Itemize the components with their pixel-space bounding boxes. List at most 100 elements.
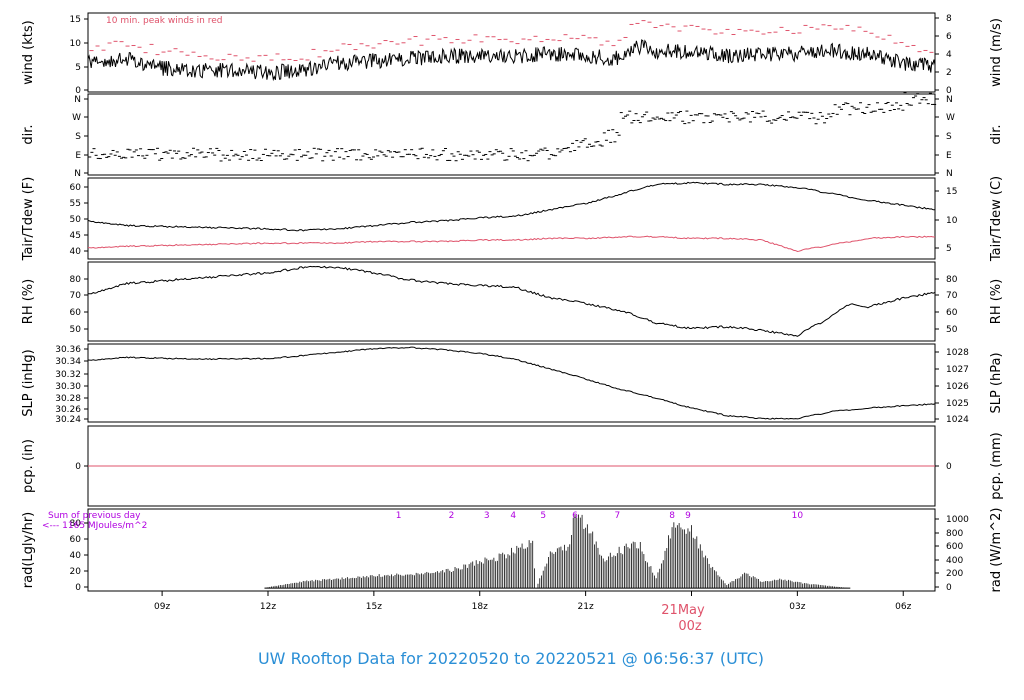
right-tick-label: 600 xyxy=(946,542,963,552)
uv-index-marker: 1 xyxy=(396,511,402,521)
left-tick-label: N xyxy=(74,95,81,105)
right-tick-label: N xyxy=(946,95,953,105)
left-tick-label: 80 xyxy=(70,275,82,285)
right-tick-label: 8 xyxy=(946,14,952,24)
right-tick-label: 1027 xyxy=(946,365,969,375)
dewpoint-line xyxy=(87,235,936,253)
panel-frame-rh xyxy=(87,261,936,342)
right-tick-label: N xyxy=(946,169,953,179)
right-axis-label-temp: Tair/Tdew (C) xyxy=(989,176,1004,262)
air-temperature-line xyxy=(87,181,936,232)
uv-index-marker: 7 xyxy=(615,511,621,521)
left-axis-label-pcp: pcp. (in) xyxy=(21,439,36,493)
right-tick-label: 5 xyxy=(946,244,952,254)
right-tick-label: 50 xyxy=(946,325,958,335)
left-tick-label: 80 xyxy=(70,519,82,529)
time-tick-label: 18z xyxy=(472,602,488,612)
time-tick-label: 06z xyxy=(895,602,911,612)
left-tick-label: 50 xyxy=(70,325,82,335)
left-tick-label: 30.24 xyxy=(55,415,81,425)
left-axis-label-wind: wind (kts) xyxy=(21,20,36,84)
panel-frame-dir xyxy=(87,93,936,176)
date-marker: 21May xyxy=(661,603,705,618)
left-tick-label: 40 xyxy=(70,247,82,257)
left-tick-label: 55 xyxy=(70,199,81,209)
right-tick-label: 2 xyxy=(946,68,952,78)
left-tick-label: 0 xyxy=(75,86,81,96)
time-tick-label: 21z xyxy=(578,602,594,612)
left-tick-label: 50 xyxy=(70,215,82,225)
left-tick-label: 0 xyxy=(75,462,81,472)
figure-footer-title: UW Rooftop Data for 20220520 to 20220521… xyxy=(258,649,764,668)
time-tick-label: 03z xyxy=(789,602,805,612)
left-tick-label: 60 xyxy=(70,183,82,193)
uv-index-marker: 5 xyxy=(540,511,546,521)
left-axis-label-dir: dir. xyxy=(21,124,36,144)
right-tick-label: W xyxy=(946,113,955,123)
panel-frame-wind xyxy=(87,12,936,93)
right-tick-label: 1026 xyxy=(946,382,969,392)
sea-level-pressure-line xyxy=(87,346,936,420)
time-tick-label: 15z xyxy=(366,602,382,612)
right-tick-label: 4 xyxy=(946,50,952,60)
left-tick-label: 60 xyxy=(70,308,82,318)
right-tick-label: 70 xyxy=(946,291,958,301)
panel-rad: rad(Lgly/hr) rad (W/m^2)02040608002004006… xyxy=(21,508,1004,593)
uv-index-marker: 10 xyxy=(792,511,804,521)
uv-index-marker: 8 xyxy=(669,511,675,521)
left-tick-label: 30.26 xyxy=(55,405,81,415)
time-tick-label: 12z xyxy=(260,602,276,612)
left-tick-label: 40 xyxy=(70,551,82,561)
left-tick-label: 45 xyxy=(70,231,81,241)
left-tick-label: 15 xyxy=(70,15,81,25)
panel-frame-temp xyxy=(87,177,936,260)
left-tick-label: S xyxy=(75,132,81,142)
uv-index-marker: 2 xyxy=(449,511,455,521)
uv-index-marker: 3 xyxy=(484,511,490,521)
left-tick-label: 70 xyxy=(70,291,82,301)
right-axis-label-rh: RH (%) xyxy=(989,279,1004,324)
left-tick-label: 30.32 xyxy=(55,370,81,380)
right-tick-label: 1000 xyxy=(946,515,969,525)
right-tick-label: 1028 xyxy=(946,348,969,358)
previous-day-sum-value: <--- 1165 MJoules/m^2 xyxy=(42,521,147,531)
right-tick-label: 6 xyxy=(946,32,952,42)
left-tick-label: E xyxy=(75,151,81,161)
left-tick-label: 20 xyxy=(70,567,82,577)
uv-index-marker: 4 xyxy=(510,511,516,521)
relative-humidity-line xyxy=(88,265,936,337)
wind-speed-line xyxy=(87,39,936,82)
previous-day-sum-label: Sum of previous day xyxy=(48,511,141,521)
time-axis: 09z 12z 15z 18z 21z 03z 06z xyxy=(154,591,912,612)
right-tick-label: 60 xyxy=(946,308,958,318)
right-tick-label: 10 xyxy=(946,216,958,226)
right-tick-label: 0 xyxy=(946,583,952,593)
panel-frame-slp xyxy=(87,343,936,423)
right-tick-label: E xyxy=(946,151,952,161)
panel-pcp: pcp. (in) pcp. (mm) 0 0 xyxy=(21,425,1004,507)
right-axis-label-dir: dir. xyxy=(989,124,1004,144)
right-tick-label: 15 xyxy=(946,187,957,197)
left-tick-label: N xyxy=(74,169,81,179)
left-axis-label-slp: SLP (inHg) xyxy=(21,349,36,417)
left-tick-label: 30.34 xyxy=(55,357,81,367)
right-tick-label: 800 xyxy=(946,529,963,539)
date-marker-sub: 00z xyxy=(678,619,702,634)
left-axis-label-rh: RH (%) xyxy=(21,279,36,324)
right-axis-label-pcp: pcp. (mm) xyxy=(989,432,1004,499)
right-tick-label: 80 xyxy=(946,275,958,285)
time-tick-label: 09z xyxy=(154,602,170,612)
left-tick-label: 30.28 xyxy=(55,394,81,404)
left-axis-label-temp: Tair/Tdew (F) xyxy=(21,177,36,262)
uv-index-marker: 9 xyxy=(685,511,691,521)
left-axis-label-rad: rad(Lgly/hr) xyxy=(21,512,36,588)
left-tick-label: W xyxy=(72,113,81,123)
right-tick-label: 1024 xyxy=(946,415,969,425)
left-tick-label: 10 xyxy=(70,39,82,49)
right-tick-label: 1025 xyxy=(946,399,969,409)
panel-wind: wind (kts) wind (m/s) 0 5 10 15 0 2 4 6 8 10 min. p… xyxy=(21,12,1004,96)
